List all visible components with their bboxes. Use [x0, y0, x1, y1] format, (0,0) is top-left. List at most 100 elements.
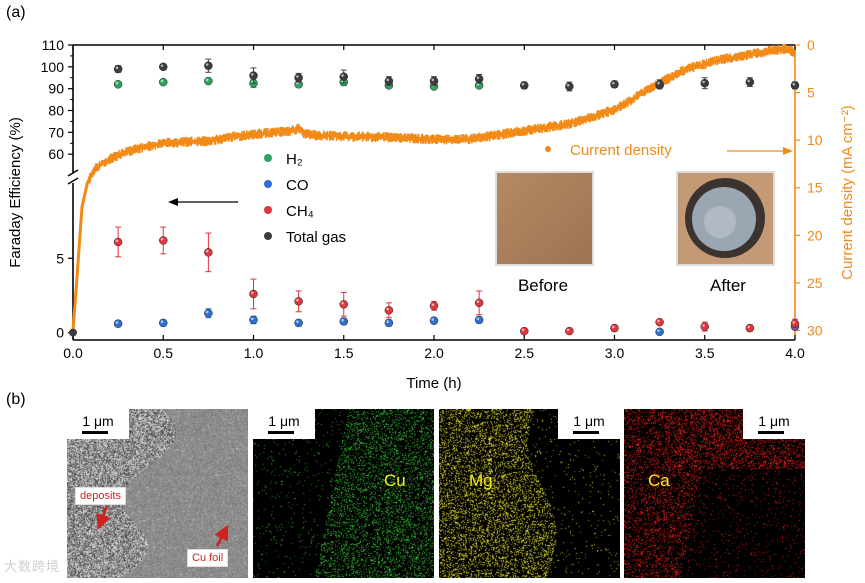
data-point-highlight [431, 318, 435, 321]
legend-entry-0: H₂ [286, 151, 303, 168]
y-right-tick-label: 0 [807, 37, 815, 53]
data-point-1 [204, 309, 213, 318]
before-label: Before [518, 276, 568, 295]
data-point-3 [384, 76, 394, 86]
data-point-2 [520, 326, 529, 336]
data-point-1 [249, 315, 258, 325]
data-point-highlight [205, 249, 209, 253]
watermark: 大数跨境 [4, 559, 61, 574]
x-tick-label: 1.5 [334, 345, 354, 361]
data-point-highlight [251, 291, 254, 295]
x-tick-label: 2.5 [515, 345, 535, 361]
data-point-2 [565, 326, 574, 336]
left-axis-arrow-head [168, 198, 178, 206]
data-point-2 [113, 237, 123, 247]
data-point-2 [339, 300, 348, 309]
data-point-2 [655, 317, 664, 327]
data-point-highlight [160, 79, 164, 83]
before-photo [495, 171, 594, 266]
cu-foil-label: Cu foil [187, 549, 229, 567]
deposits-label: deposits [75, 487, 126, 505]
data-point-highlight [792, 82, 796, 86]
data-point-highlight [702, 324, 705, 327]
data-point-highlight [431, 78, 435, 82]
y-left-tick-label: 0 [56, 325, 64, 341]
cu-foil-arrow [214, 524, 229, 547]
data-point-3 [565, 82, 574, 91]
data-point-1 [655, 327, 664, 337]
data-point-highlight [341, 301, 344, 305]
y-left-tick-label: 5 [56, 250, 64, 266]
data-point-highlight [386, 320, 389, 324]
x-tick-label: 3.0 [605, 345, 625, 361]
faraday-efficiency-chart: (a) 0.0 0.5 1.0 1.5 2.0 2.5 3.0 3.5 4.0 Time (h) 6… [6, 4, 856, 392]
eds-map-cu: 1 μm Cu [253, 409, 434, 578]
data-point-highlight [341, 318, 344, 322]
y-right-tick-label: 30 [807, 322, 823, 338]
data-point-highlight [521, 82, 525, 86]
data-point-0 [204, 76, 213, 86]
y-right-tick-label: 10 [807, 132, 823, 148]
y-right-tick-label: 25 [807, 275, 823, 291]
data-point-highlight [160, 64, 164, 67]
y-left-tick-label: 80 [48, 103, 64, 119]
data-point-1 [113, 319, 123, 328]
data-point-3 [339, 72, 348, 81]
y-left-tick-label: 110 [42, 37, 65, 53]
scale-bar-line [573, 431, 599, 434]
scale-label: 1 μm [82, 413, 114, 429]
data-point-highlight [476, 300, 480, 303]
data-point-2 [745, 323, 755, 333]
data-point-highlight [386, 307, 389, 311]
y-left-tick-label: 90 [48, 81, 64, 97]
data-point-3 [113, 64, 123, 74]
current-density-line [71, 47, 796, 331]
data-point-3 [790, 81, 800, 90]
data-point-3 [700, 78, 709, 88]
eds-map-mg: 1 μm Mg [439, 409, 620, 578]
data-point-highlight [476, 317, 480, 321]
data-point-2 [204, 248, 213, 257]
data-point-1 [339, 317, 348, 326]
x-tick-label: 0.5 [154, 345, 174, 361]
data-point-highlight [612, 81, 615, 85]
data-point-highlight [566, 328, 570, 332]
data-point-3 [429, 76, 439, 86]
data-point-highlight [657, 81, 660, 85]
panel-label-a: (a) [6, 4, 26, 21]
element-label-mg: Mg [469, 471, 493, 490]
data-point-highlight [160, 237, 164, 241]
data-point-highlight [205, 63, 209, 66]
data-point-2 [249, 289, 258, 299]
x-tick-label: 1.0 [244, 345, 264, 361]
data-point-highlight [657, 319, 660, 323]
data-point-highlight [747, 79, 750, 83]
sem-image: 1 μm deposits Cu foil [67, 409, 248, 578]
data-point-1 [294, 318, 303, 328]
data-point-3 [249, 71, 258, 80]
axis-break-mark [67, 169, 79, 177]
scale-bar-mg: 1 μm [558, 409, 620, 439]
data-point-highlight [386, 78, 389, 82]
data-point-1 [159, 318, 168, 328]
scale-bar-ca: 1 μm [743, 409, 805, 439]
legend-marker-3 [264, 232, 272, 240]
after-label: After [710, 276, 746, 295]
data-point-2 [610, 323, 619, 333]
data-point-3 [745, 77, 755, 87]
legend-marker-2 [264, 206, 272, 214]
data-point-highlight [476, 76, 480, 79]
data-point-3 [204, 61, 213, 70]
eds-map-ca: 1 μm Ca [624, 409, 805, 578]
x-tick-label: 3.5 [695, 345, 715, 361]
data-point-highlight [251, 73, 254, 76]
x-tick-label: 2.0 [424, 345, 444, 361]
x-tick-label: 0.0 [63, 345, 83, 361]
data-point-highlight [792, 321, 796, 324]
data-point-highlight [115, 81, 119, 85]
y-axis-right-label: Current density (mA cm⁻²) [839, 105, 856, 280]
scale-bar-cu: 1 μm [253, 409, 315, 439]
data-point-highlight [115, 239, 119, 243]
scale-bar-sem: 1 μm [67, 409, 129, 439]
data-point-3 [610, 80, 619, 89]
